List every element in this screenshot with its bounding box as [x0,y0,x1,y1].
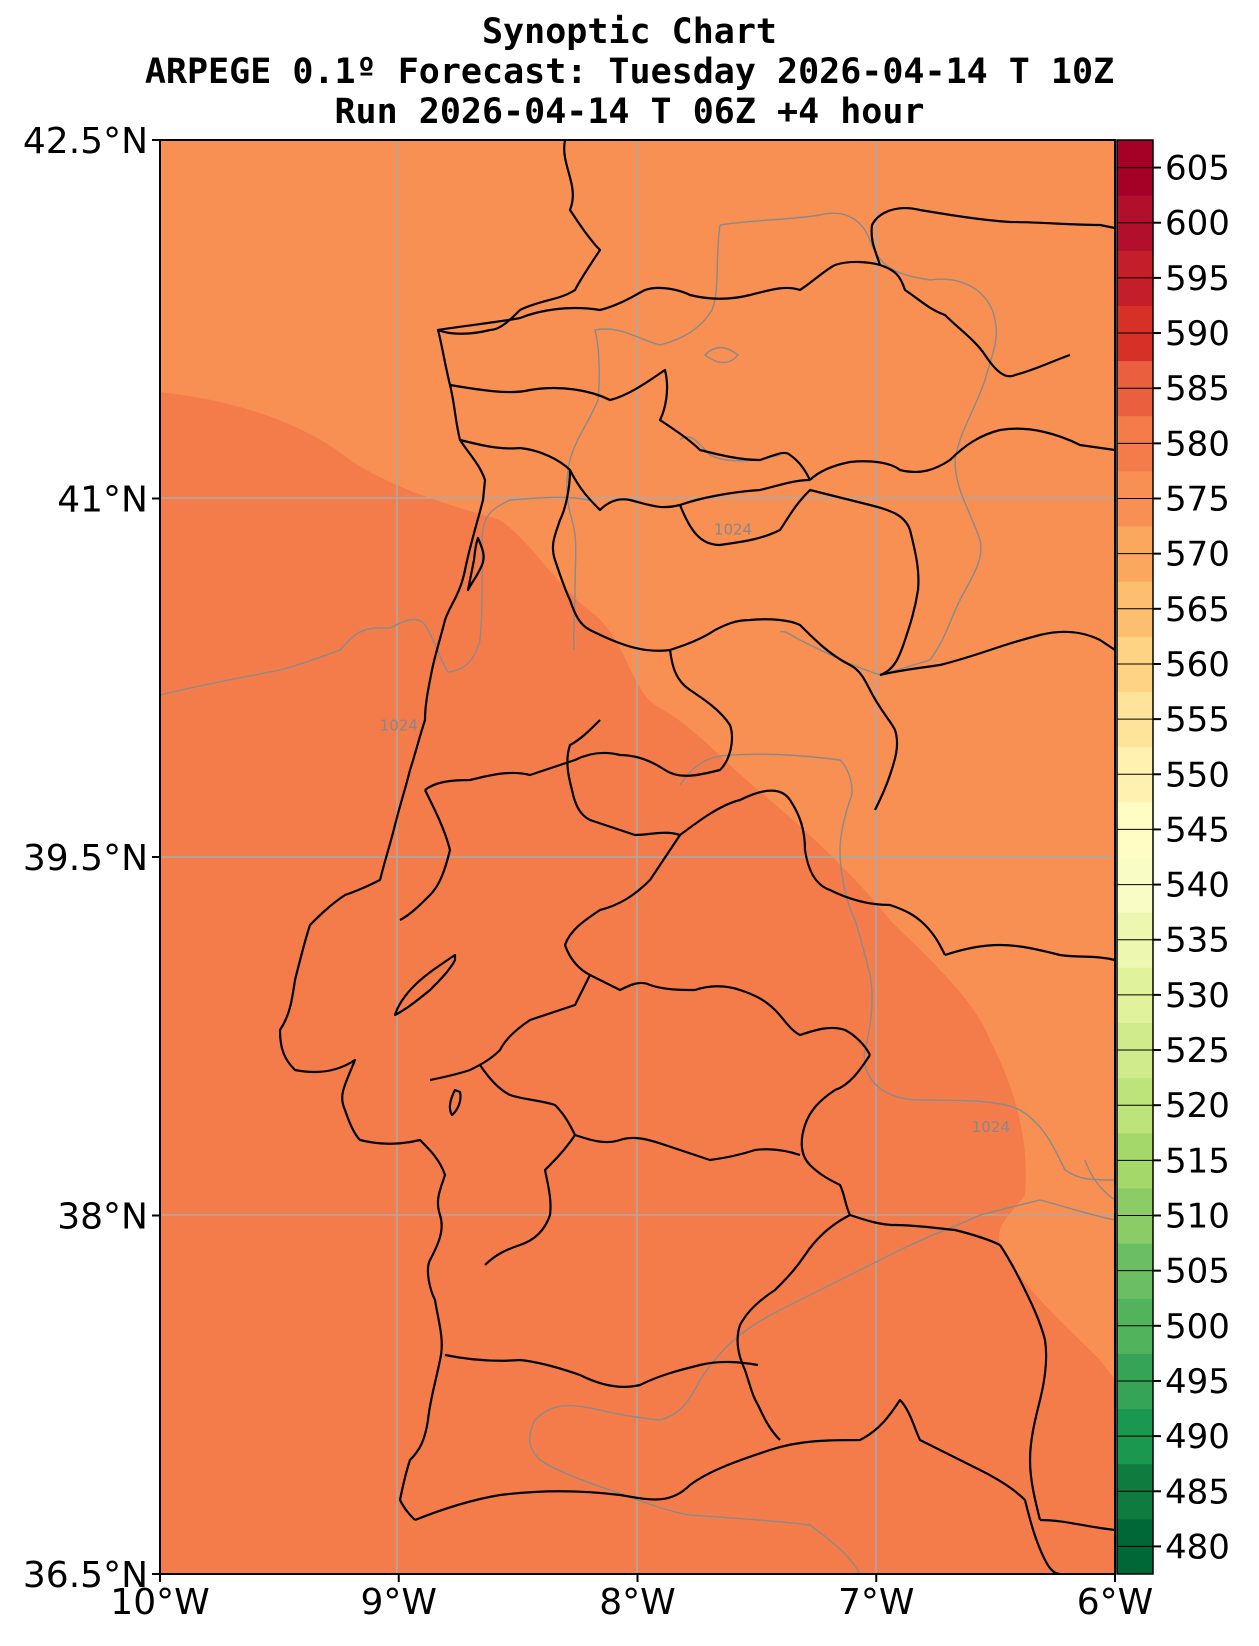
colorbar-tick-label: 485 [1165,1472,1230,1512]
isobar-label: 1024 [714,520,752,538]
isobar-lines [160,212,1115,1574]
latitude-axis: 42.5°N 41°N 39.5°N 38°N 36.5°N [23,121,160,1596]
longitude-axis: 10°W 9°W 8°W 7°W 6°W [110,1574,1153,1623]
colorbar-tick-label: 585 [1165,369,1230,409]
colorbar-tick-label: 495 [1165,1362,1230,1402]
border-segment-14 [563,834,871,1056]
ria-aveiro [466,536,485,592]
north-border-minho [437,264,836,332]
colorbar-tick-label: 490 [1165,1417,1230,1457]
isobar-1024-west [160,496,591,696]
lat-tick-label: 38°N [57,1197,148,1238]
colorbar-tick-label: 525 [1165,1031,1230,1071]
border-segment-2 [870,207,1115,266]
border-segment-3 [449,368,811,481]
border-segment-12 [789,799,946,956]
colorbar-tick-label: 500 [1165,1307,1230,1347]
border-segment-4 [459,438,811,512]
lat-tick-label: 42.5°N [23,121,148,162]
isobar-1024-inland [566,224,721,651]
colorbar: 480 485 490 495 500 505 510 515 520 525 530 535 540 5… [1116,139,1230,1575]
colorbar-tick-label: 510 [1165,1197,1230,1237]
colorbar-tick-label: 550 [1165,755,1230,795]
border-segment-17 [800,1054,871,1216]
border-segment-18 [479,1064,801,1162]
isobar-label: 1024 [972,1118,1010,1136]
coastline [278,140,602,1521]
isobar-1024-central [679,436,781,462]
chart-title-line-3: Run 2026-04-14 T 06Z +4 hour [334,92,925,132]
colorbar-tick-label: 530 [1165,976,1230,1016]
colorbar-tick-label: 535 [1165,921,1230,961]
lon-tick-label: 7°W [838,1582,915,1623]
sado-estuary [448,1088,462,1117]
colorbar-tick-label: 580 [1165,424,1230,464]
tagus-estuary [393,953,457,1017]
colorbar-frame [1116,139,1154,1575]
chart-title-line-2: ARPEGE 0.1º Forecast: Tuesday 2026-04-14… [144,52,1115,92]
border-segment-13 [399,789,452,921]
border-segment-11 [566,719,791,837]
lon-tick-label: 9°W [361,1582,438,1623]
chart-title-line-1: Synoptic Chart [481,12,777,52]
colorbar-tick-label: 555 [1165,700,1230,740]
lon-tick-label: 10°W [110,1582,209,1623]
border-segment-5 [809,427,1115,481]
colorbar-tick-label: 570 [1165,535,1230,575]
isobar-1024-ne-edge [1084,1159,1115,1201]
border-segment-6 [551,469,671,652]
border-segment-16 [429,974,591,1082]
colorbar-tick-label: 560 [1165,645,1230,685]
lat-tick-label: 39.5°N [23,838,148,879]
isobar-1024-east [679,753,1115,1181]
border-segment-10 [424,649,734,791]
border-segment-23 [444,1353,759,1389]
colorbar-tick-label: 595 [1165,259,1230,299]
south-coast [414,1398,1061,1574]
border-segment-20 [849,1213,1001,1246]
isobar-labels: 1024 1024 1024 [380,520,1010,1136]
border-segment-24 [1039,1518,1115,1532]
isobar-1024-closed-small [703,346,739,364]
colorbar-tick-label: 520 [1165,1086,1230,1126]
isobar-label: 1024 [380,716,418,734]
border-segment-8 [669,618,899,811]
border-segment-21 [736,1214,851,1441]
colorbar-tick-label: 480 [1165,1527,1230,1567]
border-segment-19 [484,1134,576,1266]
lat-tick-label: 36.5°N [23,1555,148,1596]
colorbar-tick-label: 565 [1165,590,1230,630]
colorbar-tick-label: 590 [1165,314,1230,354]
colorbar-tick-label: 515 [1165,1141,1230,1181]
map-plot-area: 1024 1024 1024 [160,140,1115,1574]
coastline-and-boundaries [278,140,1115,1574]
lon-tick-label: 8°W [599,1582,676,1623]
border-segment-15 [944,943,1115,962]
colorbar-tick-label: 545 [1165,810,1230,850]
lat-tick-label: 41°N [57,480,148,521]
colorbar-tick-label: 505 [1165,1252,1230,1292]
isobar-1024-north [719,212,997,676]
colorbar-tick-label: 575 [1165,480,1230,520]
isobar-1024-south [528,1199,1115,1574]
graticule [160,140,1115,1574]
colorbar-tick-label: 600 [1165,204,1230,244]
border-segment-7 [678,488,920,677]
border-segment-22 [999,1244,1048,1521]
border-segment-9 [879,630,1115,677]
colorbar-tick-label: 540 [1165,866,1230,906]
colorbar-tick-label: 605 [1165,149,1230,189]
lon-tick-label: 6°W [1077,1582,1154,1623]
